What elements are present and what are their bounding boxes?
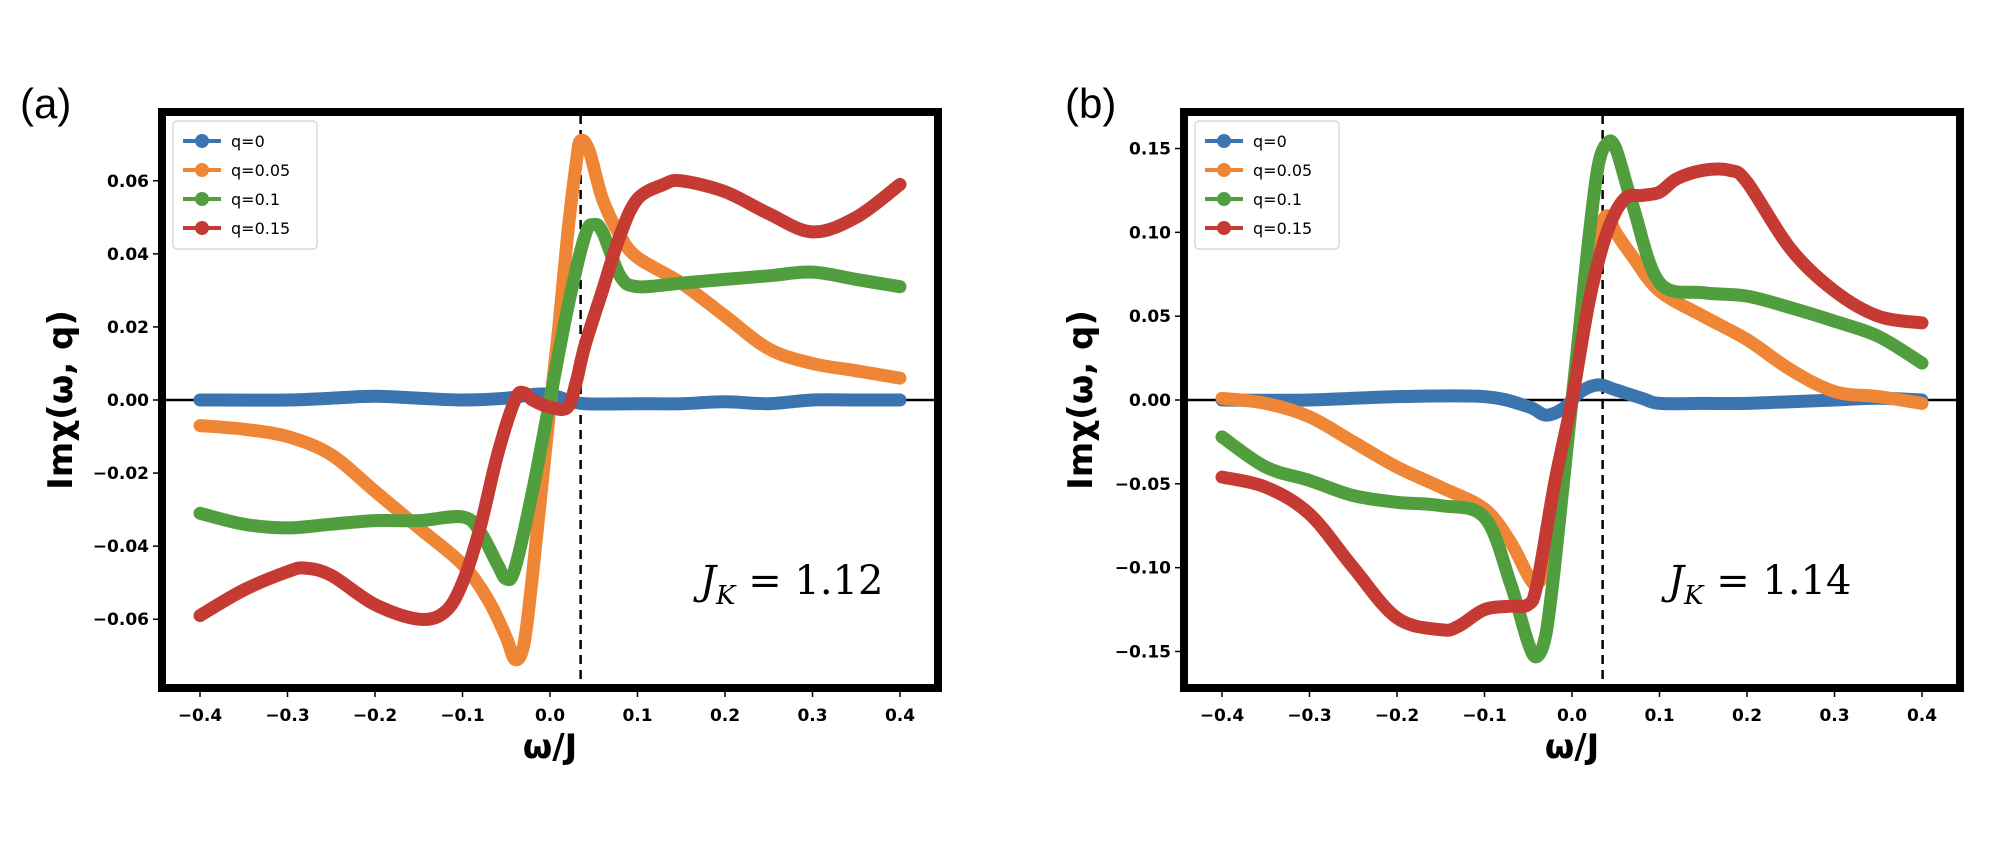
panel-b-xtick-label: −0.2 [1375, 706, 1419, 726]
panel-b-xlabel: ω/J [1545, 727, 1600, 767]
panel-b-legend-label: q=0.15 [1253, 219, 1312, 238]
panel-a-lines [193, 133, 907, 667]
panel-a-xtick-label: −0.2 [353, 706, 397, 726]
panel-a-legend-label: q=0.15 [231, 219, 290, 238]
panel-b-legend-marker [1217, 192, 1231, 206]
panel-a-label: (a) [20, 80, 71, 127]
panel-a-legend-label: q=0.1 [231, 190, 280, 209]
panel-b-xtick-label: 0.2 [1732, 706, 1762, 726]
panel-a-xtick-label: 0.1 [622, 706, 652, 726]
panel-b-legend-label: q=0.05 [1253, 161, 1312, 180]
panel-b-ytick-label: 0.00 [1129, 391, 1171, 411]
panel-a-annotation-subscript: K [715, 581, 737, 611]
panel-a-ytick-label: 0.04 [107, 245, 149, 265]
panel-b-series-line [1215, 378, 1929, 422]
panel-a-legend-box [172, 120, 318, 250]
panel-a-xtick-label: 0.3 [797, 706, 827, 726]
panel-a-ytick-label: 0.06 [107, 172, 149, 192]
panel-a-ytick-label: 0.00 [107, 391, 149, 411]
panel-b-legend-marker [1217, 134, 1231, 148]
panel-a-annotation-value: = 1.12 [735, 558, 883, 604]
panel-b: (b) −0.4 −0.3 −0.2 −0.1 0.0 0.1 0.2 0.3 0.4 −0.15… [1061, 80, 1964, 767]
panel-b-ytick-label: 0.10 [1129, 223, 1171, 243]
panel-b-ytick-label: −0.05 [1115, 475, 1171, 495]
panel-b-lines [1215, 134, 1929, 664]
panel-b-legend-box [1194, 120, 1340, 250]
panel-a-xlabel: ω/J [523, 727, 578, 767]
panel-a-series-line [193, 217, 907, 587]
panel-b-frame [1180, 108, 1964, 692]
panel-a-series-line [193, 173, 907, 626]
panel-b-annotation-value: = 1.14 [1703, 558, 1851, 604]
panel-b-legend-label: q=0 [1253, 132, 1287, 151]
panel-b-ytick-label: 0.15 [1129, 140, 1171, 160]
panel-a-legend-marker [195, 192, 209, 206]
panel-b-legend-marker [1217, 221, 1231, 235]
panel-b-ytick-label: 0.05 [1129, 307, 1171, 327]
panel-b-xtick-label: 0.0 [1557, 706, 1587, 726]
panel-a-ytick-label: −0.04 [93, 537, 149, 557]
panel-b-xtick-label: 0.3 [1819, 706, 1849, 726]
panel-b-ytick-label: −0.10 [1115, 559, 1171, 579]
panel-b-xtick-label: −0.3 [1287, 706, 1331, 726]
panel-b-ylabel: Imχ(ω, q) [1061, 310, 1101, 490]
panel-a-legend-label: q=0.05 [231, 161, 290, 180]
panel-a-xtick-label: 0.2 [710, 706, 740, 726]
panel-a-annotation: JK = 1.12 [693, 558, 884, 611]
panel-a-ticks: −0.4 −0.3 −0.2 −0.1 0.0 0.1 0.2 0.3 0.4 −0.06 −0.0… [93, 172, 915, 726]
panel-b-annotation-subscript: K [1683, 581, 1705, 611]
panel-b-xtick-label: −0.4 [1200, 706, 1245, 726]
panel-b-xtick-label: 0.1 [1644, 706, 1674, 726]
panel-a-xtick-label: −0.3 [265, 706, 309, 726]
panel-a-ytick-label: 0.02 [107, 318, 149, 338]
panel-a-xtick-label: −0.4 [178, 706, 223, 726]
panel-a-legend-marker [195, 163, 209, 177]
panel-b-legend-marker [1217, 163, 1231, 177]
panel-b-legend-label: q=0.1 [1253, 190, 1302, 209]
panel-a-frame [158, 108, 942, 692]
panel-a-ylabel: Imχ(ω, q) [41, 310, 81, 490]
panel-a-legend: q=0 q=0.05 q=0.1 q=0.15 [172, 120, 318, 250]
panel-b-xtick-label: −0.1 [1462, 706, 1506, 726]
panel-a-xtick-label: 0.0 [535, 706, 565, 726]
panel-b-annotation: JK = 1.14 [1661, 558, 1852, 611]
panel-a-legend-marker [195, 221, 209, 235]
panel-b-series-line [1215, 162, 1929, 637]
panel-b-xtick-label: 0.4 [1907, 706, 1937, 726]
panel-a-ytick-label: −0.02 [93, 464, 149, 484]
panel-a-legend-label: q=0 [231, 132, 265, 151]
panel-a-annotation-symbol: J [693, 558, 718, 604]
panel-b-label: (b) [1065, 80, 1116, 127]
panel-b-ytick-label: −0.15 [1115, 642, 1171, 662]
panel-b-ticks: −0.4 −0.3 −0.2 −0.1 0.0 0.1 0.2 0.3 0.4 −0.15 −0.1… [1115, 140, 1937, 726]
panel-a-ytick-label: −0.06 [93, 610, 149, 630]
panel-a-xtick-label: 0.4 [885, 706, 915, 726]
panel-b-annotation-symbol: J [1661, 558, 1686, 604]
panel-a: (a) −0.4 −0.3 −0.2 −0.1 0.0 0.1 0.2 0.3 0.4 −0.06… [20, 80, 942, 767]
panel-a-xtick-label: −0.1 [440, 706, 484, 726]
panel-b-legend: q=0 q=0.05 q=0.1 q=0.15 [1194, 120, 1340, 250]
panel-a-legend-marker [195, 134, 209, 148]
